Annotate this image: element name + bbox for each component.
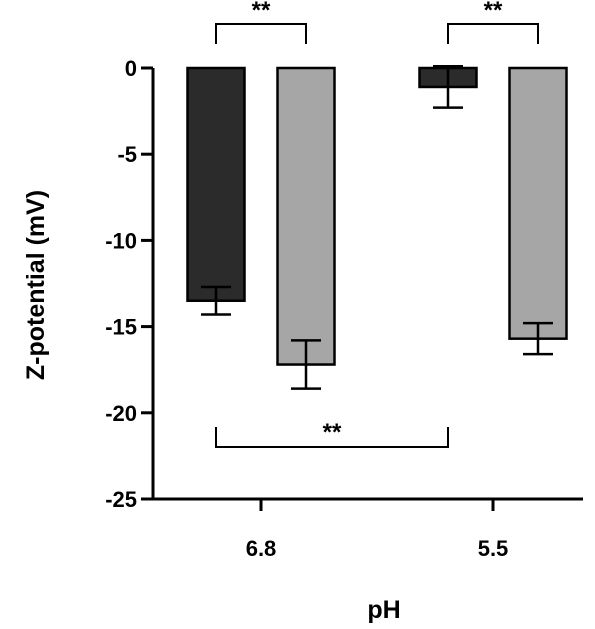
significance-label: ** (484, 0, 503, 24)
bar (508, 66, 568, 340)
significance-label: ** (252, 0, 271, 24)
y-tick-label: -5 (117, 142, 137, 167)
y-tick-label: -20 (105, 401, 137, 426)
x-axis-title: pH (367, 596, 400, 624)
bars (186, 65, 568, 390)
significance-bracket (215, 23, 307, 44)
y-tick-label: 0 (125, 56, 137, 81)
y-axis-title: Z-potential (mV) (22, 190, 50, 380)
significance-bracket (215, 427, 449, 448)
x-tick-label: 5.5 (478, 536, 509, 561)
y-tick-label: -15 (105, 315, 137, 340)
y-tick-label: -10 (105, 228, 137, 253)
significance-annotations: ** ** ** (215, 0, 539, 448)
significance-label: ** (323, 419, 342, 446)
y-tick-label: -25 (105, 487, 137, 512)
axes: 0 -5 -10 -15 -20 -25 6.8 5.5 (105, 56, 583, 561)
x-tick-label: 6.8 (246, 536, 277, 561)
significance-bracket (447, 23, 539, 44)
bar (186, 66, 246, 302)
bar (276, 66, 336, 366)
